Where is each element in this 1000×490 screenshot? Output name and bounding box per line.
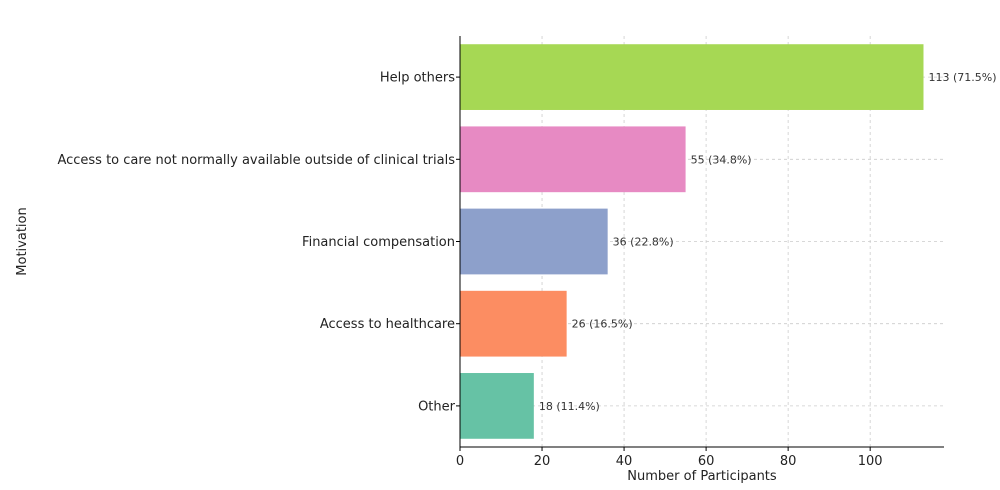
- bar: [460, 373, 534, 439]
- data-label: 18 (11.4%): [539, 400, 600, 413]
- x-tick-label: 40: [616, 454, 633, 469]
- x-tick-label: 60: [698, 454, 715, 469]
- labels: 0 20 40 60 80 100 Help others 113 (71.5%) Access…: [57, 71, 996, 469]
- x-tick-label: 20: [534, 454, 551, 469]
- data-label: 36 (22.8%): [613, 236, 674, 249]
- bars: [460, 44, 924, 439]
- y-axis-title: Motivation: [15, 207, 30, 275]
- category-label: Access to care not normally available ou…: [57, 153, 455, 168]
- x-tick-label: 80: [780, 454, 797, 469]
- bar: [460, 290, 567, 357]
- category-label: Help others: [380, 71, 455, 86]
- bar: [460, 44, 924, 110]
- data-label: 55 (34.8%): [691, 153, 752, 166]
- x-axis-title: Number of Participants: [627, 469, 777, 484]
- category-label: Access to healthcare: [320, 317, 455, 332]
- data-label: 113 (71.5%): [928, 71, 996, 84]
- bar: [460, 126, 686, 193]
- bar: [460, 208, 608, 275]
- data-label: 26 (16.5%): [572, 318, 633, 331]
- x-tick-label: 0: [456, 454, 464, 469]
- x-tick-label: 100: [858, 454, 883, 469]
- category-label: Financial compensation: [302, 235, 455, 250]
- category-label: Other: [418, 399, 456, 414]
